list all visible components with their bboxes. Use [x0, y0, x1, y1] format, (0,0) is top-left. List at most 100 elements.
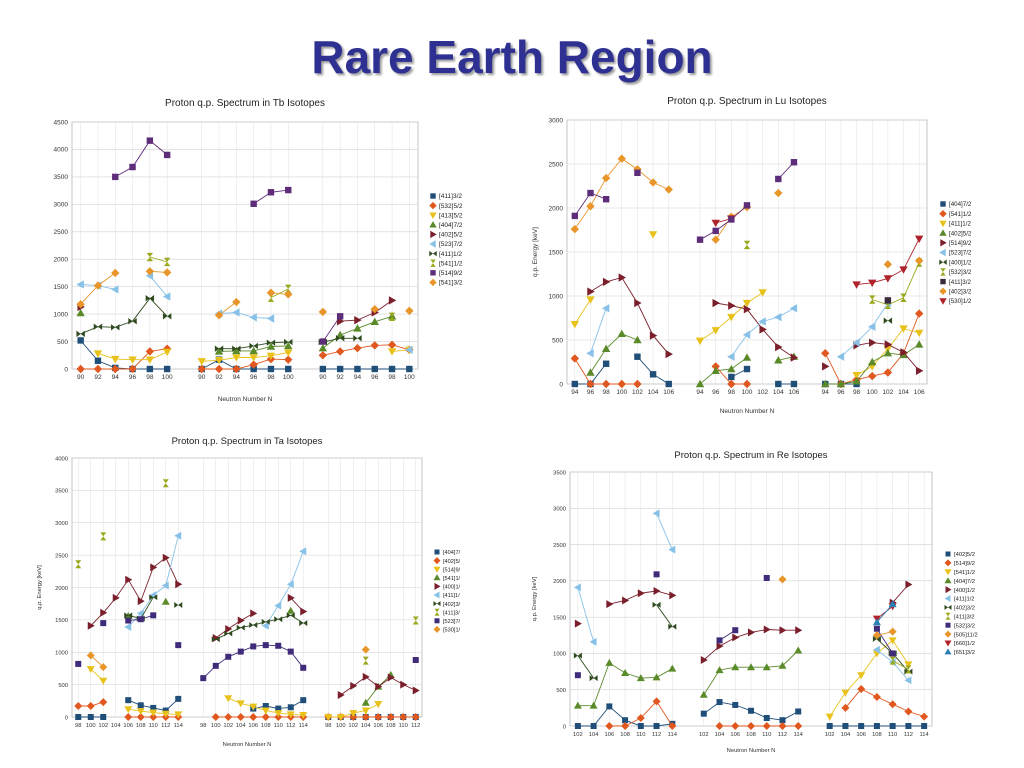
data-point [232, 346, 241, 355]
data-point [124, 713, 133, 721]
x-axis-label: Neutron Number N [720, 408, 775, 415]
x-tick-label: 100 [162, 374, 173, 381]
x-tick-label: 94 [822, 389, 830, 396]
data-point [145, 347, 155, 356]
data-point [857, 672, 866, 680]
series-line [218, 301, 237, 316]
legend-label: [402]5/2 [954, 552, 975, 558]
y-tick-label: 3000 [55, 521, 68, 527]
data-point [763, 715, 770, 722]
legend-label: [411]3/2 [439, 193, 462, 200]
data-point [361, 698, 370, 706]
data-point [728, 373, 735, 381]
data-point [574, 672, 581, 679]
data-point [237, 648, 244, 655]
data-point [125, 575, 133, 584]
data-point [649, 371, 657, 378]
legend-label: [523]7/2 [949, 250, 972, 257]
data-point [375, 682, 383, 691]
data-point [275, 705, 282, 712]
data-point [163, 365, 171, 373]
data-point [602, 196, 610, 203]
legend-label: [411]1/2 [949, 221, 971, 228]
x-axis-label: Neutron Number N [727, 748, 776, 754]
legend-label: [411]1/2 [439, 251, 462, 258]
data-point [162, 707, 169, 714]
y-tick-label: 3500 [553, 470, 566, 476]
legend-marker [433, 591, 440, 599]
data-point [790, 159, 798, 166]
data-point [200, 675, 207, 682]
data-point [335, 347, 345, 356]
x-tick-label: 108 [136, 723, 146, 729]
data-point [412, 657, 419, 664]
data-point [748, 628, 755, 637]
legend-label: [514]9/2 [949, 240, 972, 247]
legend-label: [651]3/2 [954, 650, 975, 656]
data-point [261, 707, 270, 715]
data-point [275, 642, 282, 649]
x-tick-label: 102 [573, 732, 583, 738]
data-point [727, 364, 736, 373]
data-point [146, 137, 154, 144]
data-point [175, 642, 182, 649]
legend-label: [532]3/2 [954, 623, 975, 629]
data-point [622, 717, 629, 724]
data-point [214, 357, 224, 365]
data-point [335, 330, 345, 339]
data-point [161, 710, 170, 718]
x-tick-label: 96 [587, 389, 595, 396]
series-line [699, 205, 748, 241]
data-point [163, 257, 171, 267]
data-point [794, 722, 803, 730]
legend-marker [429, 278, 437, 287]
data-point [412, 686, 420, 695]
series-11 [872, 600, 897, 626]
data-point [652, 509, 660, 518]
y-tick-label: 1000 [553, 652, 566, 658]
data-point [728, 216, 735, 223]
data-point [586, 202, 595, 211]
x-tick-label: 90 [319, 374, 327, 381]
data-point [87, 621, 95, 630]
data-point [75, 560, 82, 569]
data-point [904, 676, 912, 685]
data-point [617, 329, 626, 338]
data-point [852, 338, 860, 347]
data-point [266, 314, 275, 323]
data-point [211, 713, 220, 721]
data-point [145, 356, 155, 364]
x-tick-label: 102 [882, 389, 893, 396]
legend-marker [430, 193, 436, 199]
x-tick-label: 102 [632, 389, 643, 396]
data-point [795, 708, 802, 715]
data-point [763, 574, 770, 581]
data-point [75, 660, 82, 667]
data-point [899, 325, 908, 333]
x-tick-label: 104 [841, 732, 851, 738]
data-point [826, 723, 833, 729]
data-point [634, 298, 642, 308]
series-5 [124, 531, 307, 631]
data-point [617, 154, 626, 163]
data-point [354, 315, 362, 325]
data-point [299, 712, 308, 720]
y-tick-label: 1000 [54, 311, 69, 318]
slide-title: Rare Earth Region [311, 31, 713, 83]
x-tick-label: 102 [825, 732, 835, 738]
legend: [404]7/2 [402]5/2 [514]9/2 [541]1/2 [400]1/2… [433, 549, 460, 634]
data-point [274, 616, 283, 623]
data-point [649, 331, 658, 340]
x-tick-label: 96 [129, 374, 137, 381]
legend-marker [939, 248, 946, 257]
data-point [249, 346, 258, 355]
x-tick-label: 108 [746, 732, 756, 738]
series-line [892, 660, 909, 670]
data-point [287, 648, 294, 655]
x-tick-label: 112 [411, 723, 420, 729]
y-tick-label: 2500 [54, 229, 69, 236]
data-point [137, 702, 144, 709]
data-point [889, 656, 896, 665]
data-point [589, 675, 598, 682]
data-point [763, 625, 771, 634]
